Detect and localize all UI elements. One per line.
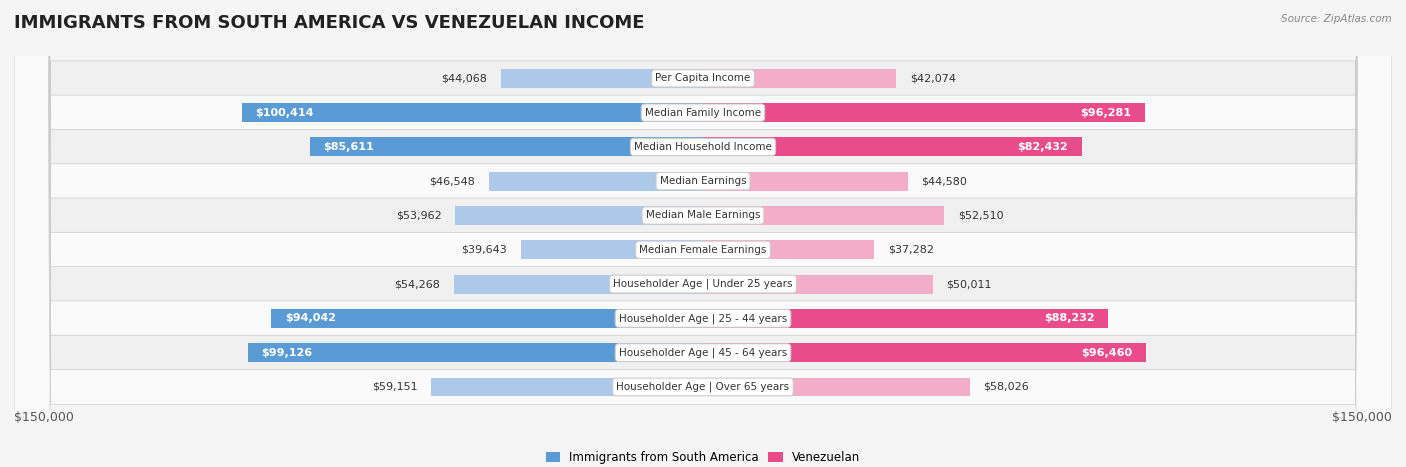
Bar (432, 377, 703, 396)
Text: $96,460: $96,460 (1081, 347, 1132, 358)
Text: Median Earnings: Median Earnings (659, 176, 747, 186)
Text: $53,962: $53,962 (395, 211, 441, 220)
Text: Median Female Earnings: Median Female Earnings (640, 245, 766, 255)
Bar (703, 172, 908, 191)
Bar (703, 343, 1146, 362)
Text: Householder Age | Over 65 years: Householder Age | Over 65 years (616, 382, 790, 392)
Text: $59,151: $59,151 (373, 382, 418, 392)
Text: $39,643: $39,643 (461, 245, 508, 255)
Bar (703, 206, 945, 225)
Text: Per Capita Income: Per Capita Income (655, 73, 751, 83)
Bar (242, 103, 703, 122)
Text: $100,414: $100,414 (256, 107, 314, 118)
FancyBboxPatch shape (14, 0, 1392, 467)
Bar (456, 206, 703, 225)
FancyBboxPatch shape (14, 0, 1392, 467)
Text: Householder Age | 25 - 44 years: Householder Age | 25 - 44 years (619, 313, 787, 324)
FancyBboxPatch shape (14, 0, 1392, 467)
Bar (703, 309, 1108, 328)
Text: $50,011: $50,011 (946, 279, 993, 289)
Bar (247, 343, 703, 362)
Text: $94,042: $94,042 (285, 313, 336, 323)
FancyBboxPatch shape (14, 0, 1392, 467)
Text: $82,432: $82,432 (1017, 142, 1067, 152)
Bar (454, 275, 703, 294)
Text: $44,068: $44,068 (441, 73, 486, 83)
Text: $44,580: $44,580 (921, 176, 967, 186)
Text: Median Family Income: Median Family Income (645, 107, 761, 118)
Text: Householder Age | Under 25 years: Householder Age | Under 25 years (613, 279, 793, 290)
Text: $52,510: $52,510 (957, 211, 1004, 220)
Text: Source: ZipAtlas.com: Source: ZipAtlas.com (1281, 14, 1392, 24)
Text: Median Male Earnings: Median Male Earnings (645, 211, 761, 220)
Text: $42,074: $42,074 (910, 73, 956, 83)
FancyBboxPatch shape (14, 0, 1392, 467)
Bar (309, 137, 703, 156)
Text: Median Household Income: Median Household Income (634, 142, 772, 152)
Text: $58,026: $58,026 (983, 382, 1029, 392)
Bar (703, 241, 875, 259)
Text: $88,232: $88,232 (1043, 313, 1094, 323)
Text: $150,000: $150,000 (1331, 411, 1392, 424)
Text: $96,281: $96,281 (1080, 107, 1132, 118)
Bar (703, 69, 896, 88)
Bar (489, 172, 703, 191)
FancyBboxPatch shape (14, 0, 1392, 467)
Bar (703, 103, 1146, 122)
Bar (703, 137, 1081, 156)
Bar (271, 309, 703, 328)
Bar (520, 241, 703, 259)
Text: $85,611: $85,611 (323, 142, 374, 152)
Bar (703, 377, 970, 396)
Text: $99,126: $99,126 (262, 347, 312, 358)
FancyBboxPatch shape (14, 0, 1392, 467)
FancyBboxPatch shape (14, 0, 1392, 467)
Legend: Immigrants from South America, Venezuelan: Immigrants from South America, Venezuela… (541, 446, 865, 467)
Text: $54,268: $54,268 (394, 279, 440, 289)
Text: Householder Age | 45 - 64 years: Householder Age | 45 - 64 years (619, 347, 787, 358)
Text: $37,282: $37,282 (889, 245, 934, 255)
Text: $150,000: $150,000 (14, 411, 75, 424)
Text: IMMIGRANTS FROM SOUTH AMERICA VS VENEZUELAN INCOME: IMMIGRANTS FROM SOUTH AMERICA VS VENEZUE… (14, 14, 644, 32)
Bar (703, 275, 932, 294)
Bar (501, 69, 703, 88)
Text: $46,548: $46,548 (430, 176, 475, 186)
FancyBboxPatch shape (14, 0, 1392, 467)
FancyBboxPatch shape (14, 0, 1392, 467)
